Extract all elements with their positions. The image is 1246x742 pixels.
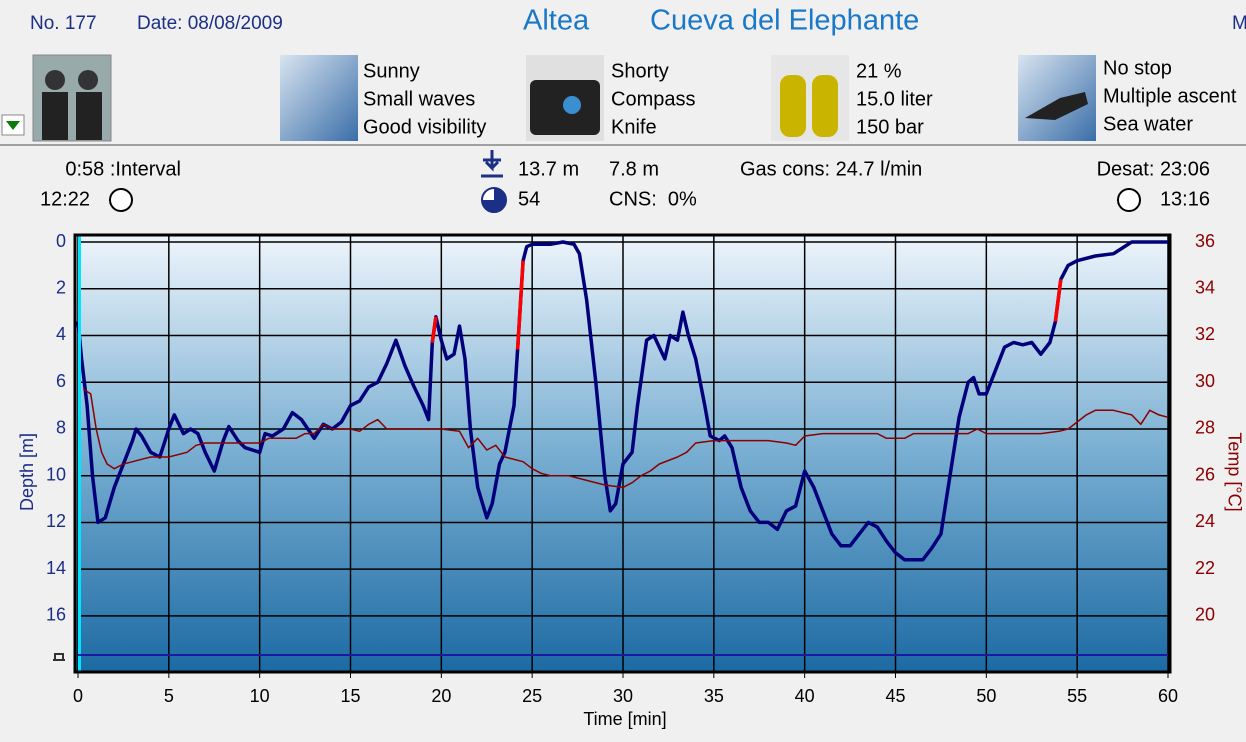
x-tick-label: 40 (795, 686, 815, 706)
event-icon (53, 653, 65, 661)
y-tick-label: 12 (46, 511, 66, 531)
x-tick-label: 0 (73, 686, 83, 706)
x-tick-label: 50 (976, 686, 996, 706)
x-tick-label: 10 (250, 686, 270, 706)
group-line: 150 bar (856, 116, 924, 138)
site: Cueva del Elephante (650, 5, 919, 37)
group-line: Compass (611, 88, 695, 110)
x-axis-label: Time [min] (583, 709, 666, 729)
x-tick-label: 20 (431, 686, 451, 706)
y2-tick-label: 36 (1195, 231, 1215, 251)
group-line: Multiple ascent (1103, 85, 1237, 107)
gas-consumption: Gas cons: 24.7 l/min (740, 158, 922, 180)
avg-depth: 7.8 m (609, 158, 659, 180)
y-tick-label: 2 (56, 277, 66, 297)
icon-part (1025, 92, 1088, 120)
group-line: Sunny (363, 60, 420, 82)
weather-icon (280, 55, 358, 141)
y2-tick-label: 34 (1195, 277, 1215, 297)
y-tick-label: 0 (56, 231, 66, 251)
temperature-line (83, 388, 1169, 489)
tanks-icon (812, 75, 838, 137)
y2-tick-label: 30 (1195, 371, 1215, 391)
x-tick-label: 55 (1067, 686, 1087, 706)
icon-part (563, 96, 581, 114)
clock-icon (109, 188, 133, 212)
icon-part (45, 70, 65, 90)
group-line: Shorty (611, 60, 669, 82)
y-tick-label: 10 (46, 464, 66, 484)
dive-time: 54 (518, 188, 540, 210)
icon-part (76, 92, 102, 140)
group-line: 15.0 liter (856, 88, 933, 110)
location: Altea (523, 5, 590, 37)
group-line: Small waves (363, 88, 475, 110)
x-tick-label: 25 (522, 686, 542, 706)
tanks-icon (780, 75, 806, 137)
depth-icon (481, 150, 503, 178)
cut-text: M (1232, 13, 1246, 34)
start-bar (78, 236, 81, 672)
y2-axis-label: Temp [°C] (1224, 432, 1244, 511)
interval: 0:58 :Interval (65, 158, 181, 180)
y2-tick-label: 32 (1195, 324, 1215, 344)
y2-tick-label: 22 (1195, 558, 1215, 578)
cns: CNS: 0% (609, 188, 697, 210)
group-line: Sea water (1103, 113, 1193, 135)
dive-number: No. 177 (30, 13, 97, 34)
x-tick-label: 15 (340, 686, 360, 706)
dropdown-arrow (6, 121, 20, 130)
separator (0, 144, 1246, 146)
icon-part (42, 92, 68, 140)
y-axis-label: Depth [m] (17, 433, 37, 511)
group-line: Good visibility (363, 116, 486, 138)
y2-tick-label: 20 (1195, 605, 1215, 625)
y-tick-label: 14 (46, 558, 66, 578)
depth-line (76, 240, 1168, 562)
x-tick-label: 45 (885, 686, 905, 706)
x-tick-label: 60 (1158, 686, 1178, 706)
y-tick-label: 16 (46, 605, 66, 625)
group-line: 21 % (856, 60, 902, 82)
x-tick-label: 35 (704, 686, 724, 706)
x-tick-label: 5 (164, 686, 174, 706)
y2-tick-label: 26 (1195, 464, 1215, 484)
start-time: 12:22 (40, 188, 90, 210)
icon-part (482, 188, 506, 212)
group-line: No stop (1103, 57, 1172, 79)
end-time: 13:16 (1160, 188, 1210, 210)
y2-tick-label: 24 (1195, 511, 1215, 531)
dive-date: Date: 08/08/2009 (137, 13, 283, 34)
y2-tick-label: 28 (1195, 418, 1215, 438)
y-tick-label: 4 (56, 324, 66, 344)
clock-icon (1117, 188, 1141, 212)
max-depth: 13.7 m (518, 158, 579, 180)
desaturation: Desat: 23:06 (1097, 158, 1210, 180)
y-tick-label: 8 (56, 418, 66, 438)
depth-line (430, 260, 1063, 350)
icon-part (78, 70, 98, 90)
x-tick-label: 30 (613, 686, 633, 706)
y-tick-label: 6 (56, 371, 66, 391)
group-line: Knife (611, 116, 657, 138)
